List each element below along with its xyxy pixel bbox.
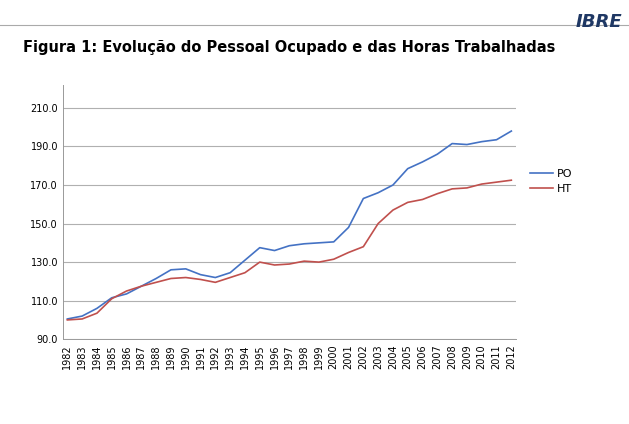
HT [360, 244, 367, 249]
Text: IBRE: IBRE [576, 13, 623, 31]
PO [463, 142, 470, 147]
HT [463, 185, 470, 190]
HT [419, 197, 426, 202]
Line: PO: PO [67, 131, 511, 319]
HT [197, 277, 204, 282]
HT [389, 207, 397, 212]
HT [433, 191, 441, 196]
Legend: PO, HT: PO, HT [526, 164, 577, 199]
HT [211, 280, 219, 285]
PO [138, 284, 145, 289]
HT [241, 270, 248, 275]
HT [478, 181, 486, 187]
HT [301, 259, 308, 264]
HT [448, 186, 456, 191]
HT [374, 221, 382, 226]
HT [345, 250, 352, 255]
HT [404, 200, 411, 205]
PO [433, 152, 441, 157]
PO [226, 270, 234, 275]
PO [374, 190, 382, 195]
PO [404, 166, 411, 171]
PO [108, 295, 116, 300]
PO [123, 291, 130, 296]
PO [286, 243, 293, 248]
Line: HT: HT [67, 180, 511, 320]
PO [152, 276, 160, 281]
HT [508, 178, 515, 183]
PO [345, 225, 352, 230]
HT [330, 257, 338, 262]
HT [256, 259, 264, 265]
PO [182, 266, 189, 271]
PO [79, 313, 86, 318]
HT [64, 318, 71, 323]
PO [478, 139, 486, 144]
HT [315, 259, 323, 265]
HT [138, 284, 145, 289]
PO [389, 182, 397, 187]
PO [508, 128, 515, 134]
PO [419, 159, 426, 165]
PO [360, 196, 367, 201]
PO [167, 267, 175, 272]
PO [493, 137, 500, 142]
HT [270, 262, 278, 268]
HT [93, 311, 101, 316]
PO [301, 241, 308, 246]
PO [64, 316, 71, 321]
HT [182, 275, 189, 280]
HT [167, 276, 175, 281]
PO [241, 258, 248, 263]
HT [226, 275, 234, 280]
HT [286, 262, 293, 267]
PO [448, 141, 456, 146]
PO [330, 239, 338, 244]
PO [256, 245, 264, 250]
Text: Figura 1: Evolução do Pessoal Ocupado e das Horas Trabalhadas: Figura 1: Evolução do Pessoal Ocupado e … [23, 40, 555, 55]
PO [270, 248, 278, 253]
HT [123, 288, 130, 293]
PO [93, 306, 101, 311]
PO [197, 272, 204, 277]
PO [315, 240, 323, 245]
HT [152, 280, 160, 285]
PO [211, 275, 219, 280]
HT [108, 296, 116, 301]
HT [493, 180, 500, 185]
HT [79, 316, 86, 321]
